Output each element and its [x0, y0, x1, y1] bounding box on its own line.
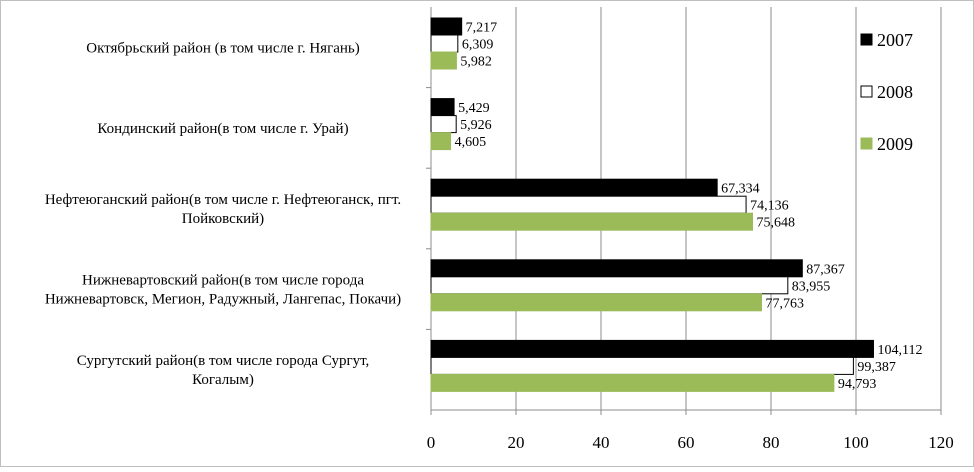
legend-swatch-2008 — [860, 85, 873, 98]
x-tick-labels: 0 20 40 60 80 100 120 — [427, 433, 954, 452]
category-label-line: Пойковский) — [182, 211, 264, 227]
data-label: 5,429 — [458, 101, 490, 116]
legend-label: 2007 — [877, 30, 913, 50]
data-label: 75,648 — [757, 216, 796, 231]
x-tick-label: 20 — [508, 433, 525, 452]
category-label-line: Сургутский район(в том числе города Сург… — [77, 353, 370, 369]
data-label: 67,334 — [721, 182, 760, 197]
data-label: 5,926 — [460, 118, 492, 133]
data-label: 7,217 — [466, 21, 498, 36]
bar-2007 — [430, 17, 463, 36]
bar-2007 — [430, 178, 718, 197]
category-label: Октябрьский район (в том числе г. Нягань… — [86, 40, 360, 56]
bars — [430, 17, 874, 392]
bar-2008 — [430, 115, 457, 134]
legend-label: 2008 — [877, 82, 913, 102]
bar-2008 — [430, 34, 459, 53]
data-label: 77,763 — [765, 296, 804, 311]
bar-2009 — [430, 373, 835, 392]
x-tick-label: 0 — [427, 433, 436, 452]
category-label: Нижневартовский район(в том числе города… — [45, 273, 401, 308]
bar-2009 — [430, 293, 762, 312]
x-tick-label: 60 — [678, 433, 695, 452]
data-label: 83,955 — [792, 279, 831, 294]
x-tick-label: 40 — [593, 433, 610, 452]
bar-2009 — [430, 51, 457, 70]
data-label: 94,793 — [838, 377, 877, 392]
bar-2007 — [430, 339, 874, 358]
category-label: Сургутский район(в том числе города Сург… — [77, 353, 370, 388]
category-label-line: Нижневартовск, Мегион, Радужный, Лангепа… — [45, 292, 401, 308]
bar-2008 — [430, 356, 854, 375]
bar-2009 — [430, 212, 754, 231]
legend-swatch-2007 — [860, 33, 873, 46]
data-label: 4,605 — [455, 135, 487, 150]
bar-2008 — [430, 276, 789, 295]
category-labels: Октябрьский район (в том числе г. Нягань… — [45, 40, 401, 388]
x-tick-label: 80 — [763, 433, 780, 452]
legend: 2007 2008 2009 — [860, 30, 913, 154]
bar-2008 — [430, 195, 747, 214]
data-label: 104,112 — [877, 343, 922, 358]
category-label-line: Октябрьский район (в том числе г. Нягань… — [86, 40, 360, 56]
bar-2007 — [430, 259, 803, 278]
category-label-line: Нефтеюганский район(в том числе г. Нефте… — [45, 192, 401, 208]
x-tick-label: 120 — [928, 433, 954, 452]
bar-2009 — [430, 132, 452, 151]
category-label: Нефтеюганский район(в том числе г. Нефте… — [45, 192, 401, 227]
category-label: Кондинский район(в том числе г. Урай) — [97, 121, 348, 137]
category-label-line: Кондинский район(в том числе г. Урай) — [97, 121, 348, 137]
category-label-line: Нижневартовский район(в том числе города — [82, 273, 364, 289]
data-label: 5,982 — [460, 55, 492, 70]
bar-2007 — [430, 98, 455, 117]
data-label: 87,367 — [806, 262, 845, 277]
legend-label: 2009 — [877, 134, 913, 154]
data-labels: 7,217 6,309 5,982 5,429 5,926 4,605 67,334 74,1… — [455, 21, 923, 392]
data-label: 6,309 — [462, 38, 494, 53]
legend-swatch-2009 — [860, 137, 873, 150]
x-tick-label: 100 — [843, 433, 869, 452]
data-label: 74,136 — [750, 199, 789, 214]
data-label: 99,387 — [857, 360, 896, 375]
category-label-line: Когалым) — [192, 372, 254, 388]
